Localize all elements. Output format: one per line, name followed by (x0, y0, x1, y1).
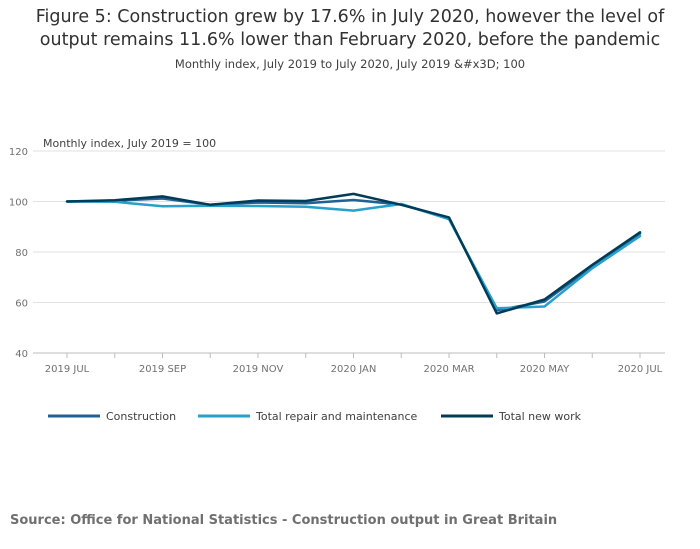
y-axis-label: Monthly index, July 2019 = 100 (43, 137, 216, 150)
chart-title: Figure 5: Construction grew by 17.6% in … (0, 6, 700, 52)
y-tick-label: 60 (15, 299, 28, 310)
legend-label: Total repair and maintenance (255, 410, 418, 423)
legend-label: Total new work (498, 410, 582, 423)
series-line-total-new-work (65, 192, 642, 315)
chart-subtitle: Monthly index, July 2019 to July 2020, J… (174, 57, 526, 71)
y-tick-label: 80 (15, 248, 28, 259)
x-axis: 2019 JUL 2019 SEP 2019 NOV 2020 JAN 2020 MAR… (45, 353, 663, 375)
line-chart: 40 60 80 100 120 2019 JUL 2019 SEP 2019 NOV 202… (9, 137, 665, 423)
legend-label: Construction (106, 410, 176, 423)
source-note: Source: Office for National Statistics -… (10, 513, 558, 528)
y-tick-label: 120 (9, 147, 28, 158)
x-tick-label: 2020 MAY (520, 364, 570, 375)
x-tick-label: 2020 MAR (423, 364, 474, 375)
y-axis: 40 60 80 100 120 (9, 147, 28, 360)
chart-title-line-1: Figure 5: Construction grew by 17.6% in … (35, 7, 665, 27)
series-line-total-repair-and-maintenance (65, 200, 642, 310)
x-tick-label: 2019 SEP (139, 364, 186, 375)
series-lines (65, 192, 642, 315)
legend: Construction Total repair and maintenance… (48, 410, 582, 423)
gridlines (33, 150, 665, 354)
chart-title-line-2: output remains 11.6% lower than February… (39, 30, 661, 50)
x-tick-label: 2020 JAN (331, 364, 377, 375)
y-tick-label: 100 (9, 198, 28, 209)
y-tick-label: 40 (15, 349, 28, 360)
x-tick-label: 2019 NOV (233, 364, 284, 375)
x-tick-label: 2019 JUL (45, 364, 90, 375)
series-line-construction (65, 197, 642, 312)
x-tick-label: 2020 JUL (618, 364, 663, 375)
